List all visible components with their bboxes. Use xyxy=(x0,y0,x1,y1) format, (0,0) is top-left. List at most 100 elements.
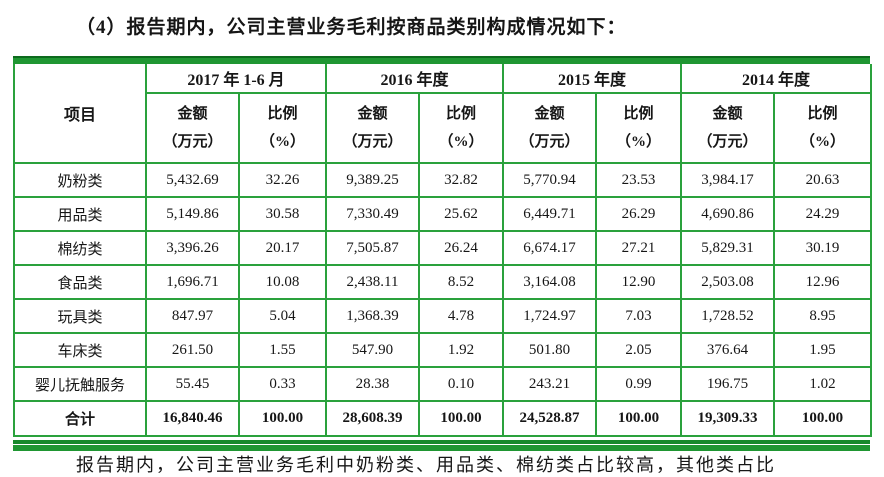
amount-header: 金额 （万元） xyxy=(145,92,240,164)
row-label: 奶粉类 xyxy=(13,162,147,198)
table-cell: 27.21 xyxy=(595,230,683,266)
period-header-2014: 2014 年度 xyxy=(680,64,873,94)
table-cell: 0.10 xyxy=(417,366,505,402)
table-bottom-border-gap xyxy=(13,444,870,445)
amount-header: 金额 （万元） xyxy=(325,92,420,164)
table-cell: 26.29 xyxy=(595,196,683,232)
table-cell: 10.08 xyxy=(238,264,327,300)
ratio-header-line2: （%） xyxy=(259,134,305,150)
row-label: 食品类 xyxy=(13,264,147,300)
table-row-toys: 玩具类 847.97 5.04 1,368.39 4.78 1,724.97 7… xyxy=(13,298,873,334)
table-cell: 1.55 xyxy=(238,332,327,368)
table-cell: 100.00 xyxy=(773,400,873,437)
gross-profit-by-category-table: 项目 2017 年 1-6 月 2016 年度 2015 年度 2014 年度 … xyxy=(13,64,873,437)
table-cell: 24.29 xyxy=(773,196,873,232)
table-cell: 8.95 xyxy=(773,298,873,334)
period-header-row: 项目 2017 年 1-6 月 2016 年度 2015 年度 2014 年度 xyxy=(13,64,873,164)
table-cell: 3,984.17 xyxy=(680,162,776,198)
table-cell: 5,829.31 xyxy=(680,230,776,266)
table-cell: 1,696.71 xyxy=(145,264,240,300)
table-cell: 547.90 xyxy=(325,332,420,368)
table-row-supplies: 用品类 5,149.86 30.58 7,330.49 25.62 6,449.… xyxy=(13,196,873,232)
table-cell: 1.92 xyxy=(417,332,505,368)
ratio-header-line2: （%） xyxy=(438,134,484,150)
amount-header-line2: （万元） xyxy=(697,134,758,150)
ratio-header: 比例 （%） xyxy=(595,92,683,164)
table-cell: 5.04 xyxy=(238,298,327,334)
table-cell: 2,503.08 xyxy=(680,264,776,300)
table-cell: 30.58 xyxy=(238,196,327,232)
table-cell: 196.75 xyxy=(680,366,776,402)
period-header-2017h1: 2017 年 1-6 月 xyxy=(145,64,327,94)
period-header-2015: 2015 年度 xyxy=(502,64,683,94)
table-cell: 5,770.94 xyxy=(502,162,598,198)
table-top-border-bar xyxy=(13,56,870,64)
table-cell: 1,728.52 xyxy=(680,298,776,334)
ratio-header: 比例 （%） xyxy=(417,92,505,164)
table-row-cotton-textile: 棉纺类 3,396.26 20.17 7,505.87 26.24 6,674.… xyxy=(13,230,873,266)
table-cell: 19,309.33 xyxy=(680,400,776,437)
table-cell: 3,164.08 xyxy=(502,264,598,300)
ratio-header-line2: （%） xyxy=(616,134,662,150)
table-row-infant-massage-service: 婴儿抚触服务 55.45 0.33 28.38 0.10 243.21 0.99… xyxy=(13,366,873,402)
table-cell: 28.38 xyxy=(325,366,420,402)
item-column-header: 项目 xyxy=(13,64,147,164)
table-cell: 243.21 xyxy=(502,366,598,402)
table-cell: 32.26 xyxy=(238,162,327,198)
table-cell: 261.50 xyxy=(145,332,240,368)
table-cell: 7,505.87 xyxy=(325,230,420,266)
ratio-header: 比例 （%） xyxy=(238,92,327,164)
table-cell: 7.03 xyxy=(595,298,683,334)
table-row-food: 食品类 1,696.71 10.08 2,438.11 8.52 3,164.0… xyxy=(13,264,873,300)
amount-header-line2: （万元） xyxy=(342,134,403,150)
table-cell: 6,449.71 xyxy=(502,196,598,232)
section-title: （4）报告期内，公司主营业务毛利按商品类别构成情况如下： xyxy=(76,17,627,38)
table-cell: 376.64 xyxy=(680,332,776,368)
table-cell: 20.17 xyxy=(238,230,327,266)
table-cell: 12.96 xyxy=(773,264,873,300)
table-row-milk-powder: 奶粉类 5,432.69 32.26 9,389.25 32.82 5,770.… xyxy=(13,162,873,198)
table-cell: 2,438.11 xyxy=(325,264,420,300)
table-cell: 1,724.97 xyxy=(502,298,598,334)
total-row-label: 合计 xyxy=(13,400,147,437)
table-cell: 100.00 xyxy=(417,400,505,437)
table-row-total: 合计 16,840.46 100.00 28,608.39 100.00 24,… xyxy=(13,400,873,437)
table-cell: 32.82 xyxy=(417,162,505,198)
table-bottom-border-bar-1 xyxy=(13,440,870,444)
table-cell: 100.00 xyxy=(595,400,683,437)
table-cell: 12.90 xyxy=(595,264,683,300)
amount-header-line2: （万元） xyxy=(162,134,223,150)
row-label: 婴儿抚触服务 xyxy=(13,366,147,402)
table-cell: 847.97 xyxy=(145,298,240,334)
table-cell: 0.99 xyxy=(595,366,683,402)
table-bottom-gap xyxy=(13,437,870,440)
ratio-header-line1: 比例 xyxy=(623,105,654,122)
amount-header-line2: （万元） xyxy=(519,134,580,150)
table-cell: 1.95 xyxy=(773,332,873,368)
amount-header-line1: 金额 xyxy=(177,105,208,122)
table-cell: 3,396.26 xyxy=(145,230,240,266)
table-cell: 1,368.39 xyxy=(325,298,420,334)
table-cell: 6,674.17 xyxy=(502,230,598,266)
gross-profit-table-wrap: 项目 2017 年 1-6 月 2016 年度 2015 年度 2014 年度 … xyxy=(13,56,873,451)
table-cell: 4,690.86 xyxy=(680,196,776,232)
table-cell: 9,389.25 xyxy=(325,162,420,198)
table-cell: 2.05 xyxy=(595,332,683,368)
table-cell: 55.45 xyxy=(145,366,240,402)
table-cell: 20.63 xyxy=(773,162,873,198)
table-cell: 4.78 xyxy=(417,298,505,334)
table-cell: 23.53 xyxy=(595,162,683,198)
amount-header-line1: 金额 xyxy=(357,105,388,122)
table-bottom-border-bar-2 xyxy=(13,445,870,451)
ratio-header-line1: 比例 xyxy=(267,105,298,122)
table-cell: 501.80 xyxy=(502,332,598,368)
table-cell: 100.00 xyxy=(238,400,327,437)
table-cell: 28,608.39 xyxy=(325,400,420,437)
table-cell: 8.52 xyxy=(417,264,505,300)
row-label: 棉纺类 xyxy=(13,230,147,266)
table-cell: 16,840.46 xyxy=(145,400,240,437)
table-cell: 25.62 xyxy=(417,196,505,232)
row-label: 玩具类 xyxy=(13,298,147,334)
subheader-row: 金额 （万元） 比例 （%） 金额 （万元） 比例 （%） 金额 （万元） 比例 （%） 金… xyxy=(14,92,873,164)
amount-header: 金额 （万元） xyxy=(680,92,776,164)
